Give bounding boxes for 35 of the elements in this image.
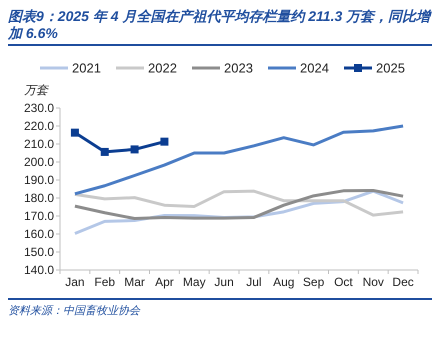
y-tick-label: 170.0 <box>24 209 54 224</box>
x-tick-label: Jan <box>65 275 85 289</box>
y-tick-label: 150.0 <box>24 245 54 260</box>
chart-title: 图表9：2025 年 4 月全国在产祖代平均存栏量约 211.3 万套，同比增加 6.6% <box>8 8 432 46</box>
legend-label: 2022 <box>148 60 177 76</box>
text: 资料来源：中国畜牧业协会 <box>8 304 142 318</box>
line-series <box>73 124 405 196</box>
legend-label: 2023 <box>224 60 253 76</box>
x-tick-label: Sep <box>302 275 325 289</box>
x-tick-label: Feb <box>94 275 116 289</box>
y-tick-label: 190.0 <box>24 173 54 188</box>
x-tick-label: Mar <box>124 275 145 289</box>
x-tick-label: Nov <box>362 275 384 289</box>
y-tick-label: 230.0 <box>24 101 54 116</box>
y-tick-label: 180.0 <box>24 191 54 206</box>
legend-label: 2025 <box>376 60 405 76</box>
y-tick-label: 220.0 <box>24 119 54 134</box>
y-tick-label: 200.0 <box>24 155 54 170</box>
legend-label: 2021 <box>72 60 101 76</box>
y-tick-label: 160.0 <box>24 227 54 242</box>
y-tick-label: 140.0 <box>24 263 54 278</box>
point <box>130 145 139 154</box>
x-tick-label: Oct <box>334 275 354 289</box>
point <box>100 148 109 156</box>
x-tick-label: Jul <box>246 275 262 289</box>
x-tick-label: Jun <box>214 275 234 289</box>
legend-label: 2024 <box>300 60 329 76</box>
point <box>70 128 79 137</box>
x-tick-label: Apr <box>155 275 174 289</box>
y-tick-label: 210.0 <box>24 137 54 152</box>
y-axis-title: 万套 <box>24 83 50 97</box>
x-tick-label: Dec <box>392 275 414 289</box>
point <box>160 138 168 146</box>
x-tick-label: May <box>182 275 206 289</box>
x-tick-label: Aug <box>273 275 294 289</box>
